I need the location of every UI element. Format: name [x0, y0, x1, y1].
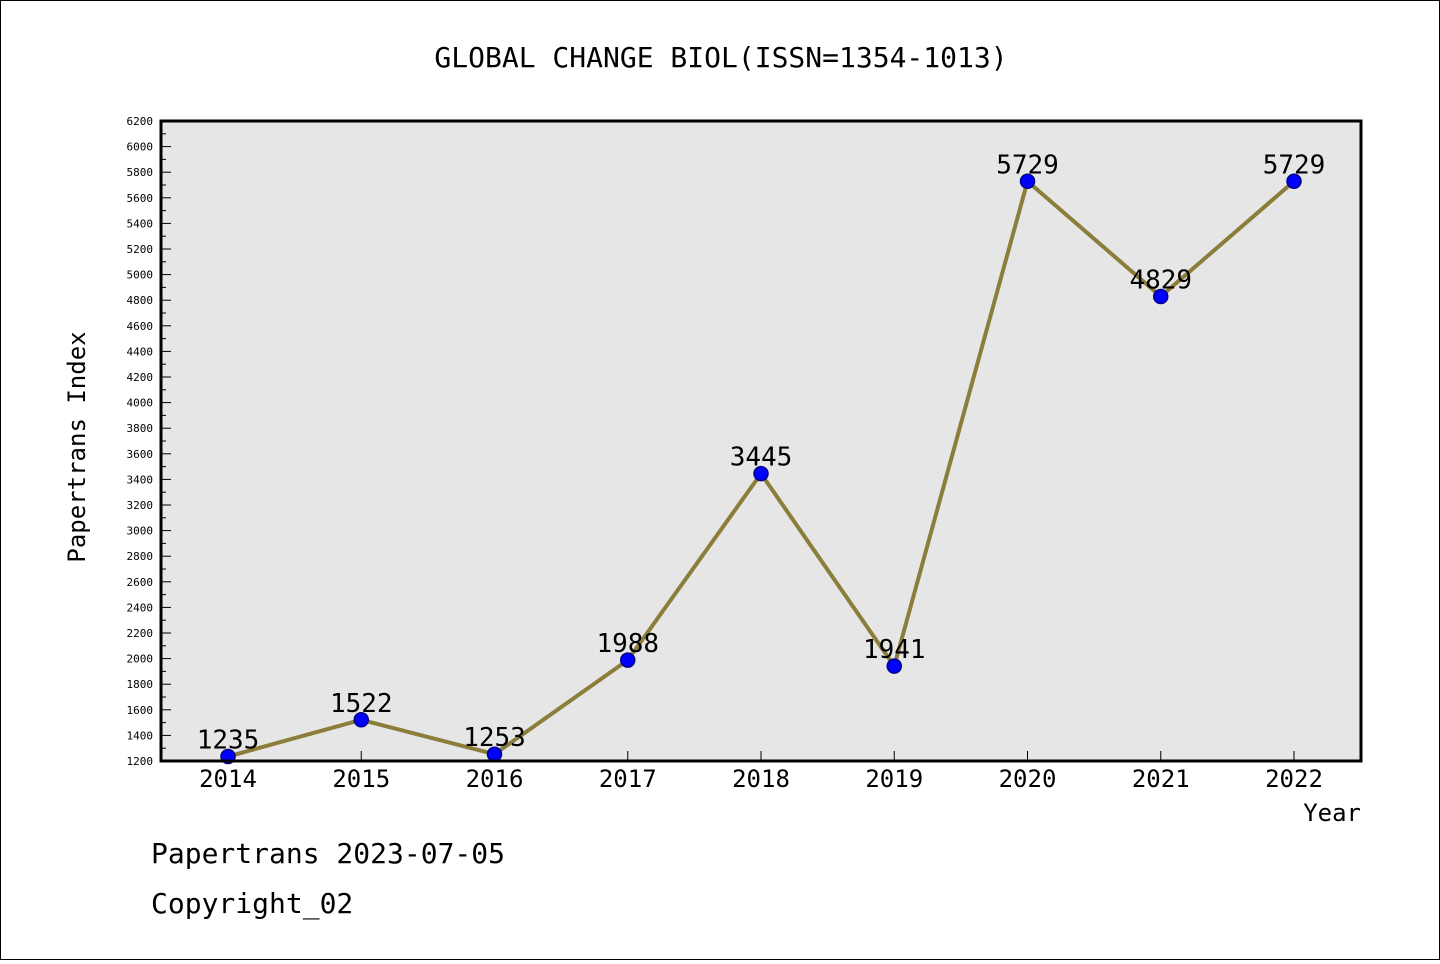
- plot-border: [159, 119, 1363, 763]
- y-tick-label: 4000: [127, 397, 154, 410]
- chart-title: GLOBAL CHANGE BIOL(ISSN=1354-1013): [434, 41, 1007, 74]
- data-label: 1988: [596, 629, 659, 659]
- data-label: 5729: [1263, 150, 1326, 180]
- data-label: 1941: [863, 635, 926, 665]
- data-label: 4829: [1129, 265, 1192, 295]
- series-layer: 1235 1522 1253 1988 3445 1941 5729 4829 5729: [197, 150, 1326, 765]
- data-label: 1235: [197, 726, 260, 756]
- y-tick-label: 1800: [127, 678, 154, 691]
- y-tick-label: 1400: [127, 729, 154, 742]
- x-axis-ticks: 2014 2015 2016 2017 2018 2019 2020 2021 2022: [199, 751, 1323, 793]
- y-tick-label: 5600: [127, 192, 154, 205]
- footer-copyright: Copyright_02: [151, 887, 354, 920]
- data-label: 1522: [330, 689, 393, 719]
- y-tick-label: 6000: [127, 141, 154, 154]
- y-tick-label: 6200: [127, 115, 154, 128]
- x-tick-label: 2018: [732, 765, 790, 793]
- y-tick-label: 4600: [127, 320, 154, 333]
- data-point: [353, 712, 369, 728]
- x-tick-label: 2014: [199, 765, 257, 793]
- data-point: [1153, 288, 1169, 305]
- y-tick-label: 5200: [127, 243, 154, 256]
- y-tick-label: 5800: [127, 166, 154, 179]
- y-tick-label: 3200: [127, 499, 154, 512]
- y-tick-label: 3600: [127, 448, 154, 461]
- y-tick-label: 4800: [127, 294, 154, 307]
- y-tick-label: 5400: [127, 217, 154, 230]
- data-label: 1253: [463, 723, 526, 753]
- footer-date: Papertrans 2023-07-05: [151, 837, 506, 870]
- data-label: 5729: [996, 150, 1059, 180]
- y-tick-label: 2400: [127, 601, 154, 614]
- data-point: [620, 652, 636, 668]
- y-tick-label: 2600: [127, 576, 154, 589]
- x-axis-label: Year: [1303, 799, 1361, 827]
- y-tick-label: 5000: [127, 269, 154, 282]
- data-point: [1019, 173, 1036, 190]
- data-label: 3445: [730, 443, 793, 473]
- data-point: [886, 658, 902, 674]
- y-axis-ticks: 1200 1400 1600 1800 2000 2200 2400 2600 2800 3000…: [127, 115, 171, 768]
- y-tick-label: 3400: [127, 473, 154, 486]
- x-tick-label: 2022: [1265, 765, 1323, 793]
- data-point: [1286, 173, 1302, 190]
- y-tick-label: 4200: [127, 371, 154, 384]
- y-tick-label: 2000: [127, 653, 154, 666]
- data-point: [753, 465, 769, 482]
- y-tick-label: 3800: [127, 422, 154, 435]
- x-tick-label: 2015: [332, 765, 390, 793]
- y-tick-label: 3000: [127, 525, 154, 538]
- y-tick-label: 1600: [127, 704, 154, 717]
- x-tick-label: 2021: [1132, 765, 1190, 793]
- x-tick-label: 2016: [466, 765, 524, 793]
- y-tick-label: 4400: [127, 345, 154, 358]
- y-tick-label: 2200: [127, 627, 154, 640]
- y-axis-label: Papertrans Index: [63, 331, 91, 562]
- x-tick-label: 2017: [599, 765, 657, 793]
- x-tick-label: 2019: [865, 765, 923, 793]
- y-tick-label: 1200: [127, 755, 154, 768]
- y-tick-label: 2800: [127, 550, 154, 563]
- plot-area: [161, 121, 1361, 761]
- x-tick-label: 2020: [999, 765, 1057, 793]
